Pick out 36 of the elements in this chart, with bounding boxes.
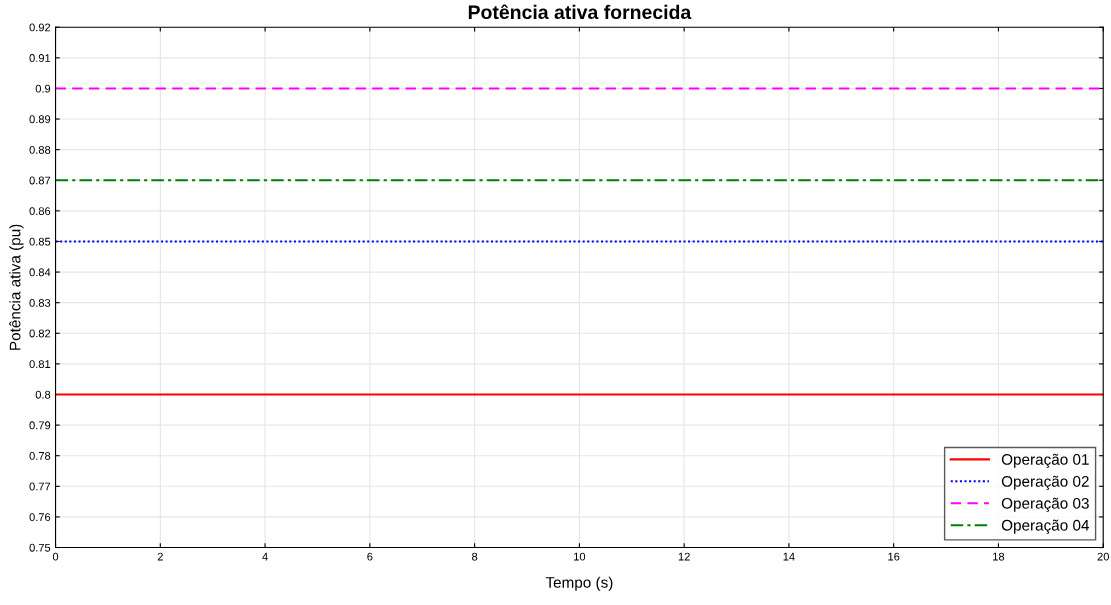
y-tick-label: 0.88	[29, 145, 51, 154]
x-tick-label: 14	[783, 552, 795, 561]
y-tick-label: 0.79	[29, 421, 51, 430]
x-tick-label: 0	[52, 552, 59, 561]
y-tick-label: 0.91	[29, 54, 51, 62]
y-tick-label: 0.85	[29, 237, 51, 246]
x-tick-label: 6	[367, 552, 373, 561]
x-tick-label: 10	[574, 552, 586, 561]
legend-label: Operação 04	[1001, 519, 1090, 534]
y-tick-label: 0.92	[29, 23, 51, 32]
y-tick-label: 0.83	[29, 298, 51, 307]
y-tick-label: 0.8	[35, 390, 51, 399]
x-tick-label: 12	[678, 552, 690, 561]
x-tick-label: 2	[157, 552, 163, 561]
y-tick-label: 0.78	[29, 451, 51, 460]
x-tick-label: 16	[888, 552, 900, 561]
x-axis-title: Tempo (s)	[545, 576, 613, 591]
x-tick-label: 4	[262, 552, 268, 561]
y-axis-title: Potência ativa (pu)	[9, 224, 24, 350]
x-tick-label: 8	[472, 552, 478, 561]
y-tick-label: 0.86	[29, 207, 51, 215]
y-tick-label: 0.81	[29, 360, 51, 369]
y-tick-label: 0.77	[29, 482, 51, 491]
chart-title: Potência ativa fornecida	[468, 4, 692, 20]
y-tick-label: 0.89	[29, 115, 51, 124]
y-tick-label: 0.75	[29, 543, 51, 552]
y-tick-label: 0.84	[29, 268, 51, 277]
y-tick-label: 0.87	[29, 176, 51, 185]
x-tick-label: 18	[993, 552, 1005, 561]
legend-label: Operação 02	[1001, 475, 1089, 490]
x-tick-label: 20	[1097, 552, 1109, 561]
legend-label: Operação 03	[1001, 497, 1089, 512]
y-tick-label: 0.76	[29, 513, 51, 522]
y-tick-label: 0.9	[35, 84, 51, 93]
legend-label: Operação 01	[1001, 453, 1089, 468]
y-tick-label: 0.82	[29, 329, 51, 338]
